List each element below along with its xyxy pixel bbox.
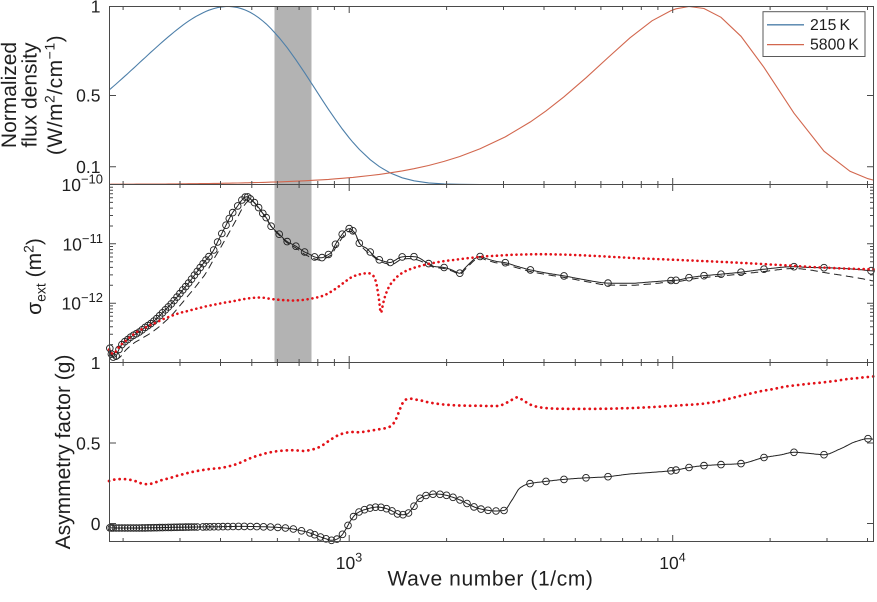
svg-text:0.1: 0.1 xyxy=(76,157,100,177)
svg-text:flux density: flux density xyxy=(19,42,42,148)
svg-text:0.5: 0.5 xyxy=(76,433,100,453)
svg-text:1: 1 xyxy=(91,353,101,373)
svg-text:5800 K: 5800 K xyxy=(810,37,859,54)
svg-text:Normalized: Normalized xyxy=(0,42,21,148)
svg-text:1: 1 xyxy=(91,0,101,16)
svg-text:0: 0 xyxy=(91,514,101,534)
svg-text:215 K: 215 K xyxy=(810,17,851,34)
svg-text:0.5: 0.5 xyxy=(76,86,100,106)
svg-text:Asymmetry factor (g): Asymmetry factor (g) xyxy=(52,355,75,550)
svg-text:Wave number (1/cm): Wave number (1/cm) xyxy=(387,568,593,591)
svg-text:(W/m2/cm−1): (W/m2/cm−1) xyxy=(42,35,68,155)
